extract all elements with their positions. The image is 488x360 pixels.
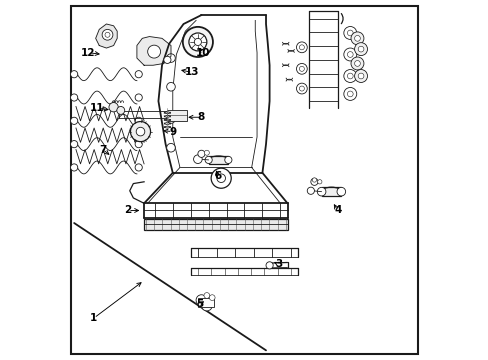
Text: 2: 2 [124, 206, 131, 216]
Circle shape [135, 117, 142, 125]
Circle shape [224, 156, 231, 163]
Bar [321, 187, 341, 196]
Circle shape [296, 63, 306, 74]
Circle shape [201, 300, 212, 311]
Circle shape [70, 71, 78, 78]
Circle shape [117, 107, 124, 114]
Circle shape [147, 45, 160, 58]
Circle shape [109, 103, 118, 112]
Circle shape [135, 140, 142, 148]
Circle shape [346, 30, 352, 36]
Text: 10: 10 [196, 48, 210, 58]
Circle shape [136, 127, 144, 136]
Polygon shape [137, 37, 171, 65]
Circle shape [296, 83, 306, 94]
Circle shape [299, 86, 304, 91]
Circle shape [135, 94, 142, 101]
Circle shape [70, 140, 78, 148]
Circle shape [105, 32, 110, 37]
Text: 8: 8 [198, 112, 204, 122]
Circle shape [166, 54, 175, 62]
Circle shape [196, 295, 206, 306]
Circle shape [310, 178, 317, 185]
Text: 4: 4 [333, 206, 341, 216]
Circle shape [306, 187, 314, 194]
Circle shape [209, 295, 215, 301]
Circle shape [163, 56, 171, 63]
Bar [208, 156, 228, 164]
Circle shape [130, 122, 150, 141]
Circle shape [204, 150, 209, 155]
Circle shape [357, 73, 363, 79]
Circle shape [350, 32, 363, 45]
Bar [167, 110, 187, 121]
Circle shape [354, 69, 367, 82]
Text: 6: 6 [214, 171, 221, 181]
Circle shape [357, 46, 363, 52]
Text: 5: 5 [196, 299, 203, 309]
Circle shape [166, 115, 175, 123]
Text: 12: 12 [81, 48, 96, 58]
Circle shape [183, 27, 212, 57]
Circle shape [188, 33, 206, 51]
Circle shape [317, 180, 321, 184]
Circle shape [204, 156, 212, 163]
Circle shape [135, 164, 142, 171]
Circle shape [166, 82, 175, 91]
Circle shape [354, 36, 360, 41]
Circle shape [343, 27, 356, 40]
Circle shape [166, 143, 175, 152]
Circle shape [102, 30, 113, 40]
Circle shape [135, 71, 142, 78]
Text: 11: 11 [90, 103, 104, 113]
Circle shape [211, 168, 231, 188]
Text: 3: 3 [274, 259, 282, 269]
Circle shape [336, 187, 345, 196]
Circle shape [354, 60, 360, 66]
Text: 1: 1 [90, 313, 97, 323]
Circle shape [299, 66, 304, 71]
Circle shape [343, 48, 356, 61]
Circle shape [346, 91, 352, 97]
Circle shape [198, 150, 204, 157]
Circle shape [70, 117, 78, 125]
Circle shape [296, 42, 306, 53]
Circle shape [346, 51, 352, 57]
Circle shape [194, 39, 201, 45]
Bar [198, 298, 214, 307]
Circle shape [70, 94, 78, 101]
Circle shape [193, 155, 202, 163]
Circle shape [343, 87, 356, 100]
Circle shape [354, 42, 367, 55]
Circle shape [312, 178, 316, 182]
Circle shape [217, 174, 225, 183]
Bar [144, 219, 287, 230]
Circle shape [350, 57, 363, 70]
Circle shape [317, 187, 325, 196]
Polygon shape [96, 24, 117, 48]
Circle shape [203, 293, 209, 298]
Circle shape [299, 45, 304, 50]
Circle shape [70, 164, 78, 171]
Circle shape [343, 69, 356, 82]
Text: 9: 9 [169, 127, 176, 136]
Text: 13: 13 [185, 67, 199, 77]
Circle shape [346, 73, 352, 79]
Text: 7: 7 [99, 144, 106, 154]
Circle shape [265, 262, 273, 269]
